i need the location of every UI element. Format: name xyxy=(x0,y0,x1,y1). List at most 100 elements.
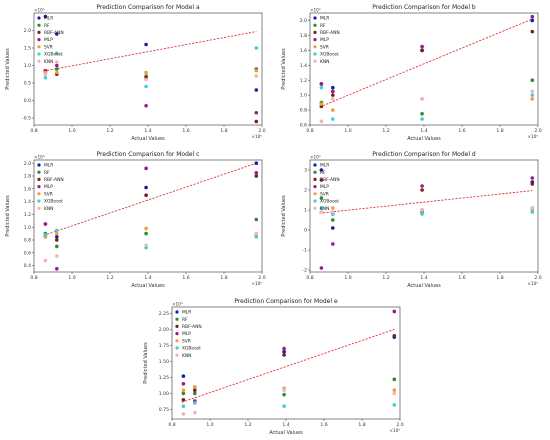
legend-marker xyxy=(37,177,41,181)
x-tick-label: 1.6 xyxy=(458,128,465,134)
point-rbf-ann xyxy=(392,334,397,338)
point-mlp xyxy=(181,382,186,386)
y-tick-label: 0.8 xyxy=(24,238,31,244)
point-svr xyxy=(331,108,335,112)
point-svr xyxy=(319,102,324,106)
legend-label: MLR xyxy=(44,16,53,22)
x-tick-label: 1.0 xyxy=(68,275,75,281)
legend-label: RBF-ANN xyxy=(320,30,340,36)
x-tick-label: 1.2 xyxy=(382,275,389,281)
point-mlp xyxy=(420,44,424,49)
y-tick-label: 1.0 xyxy=(300,93,307,99)
y-tick-label: 1.6 xyxy=(24,186,31,192)
y-tick-label: 2 xyxy=(304,188,307,194)
y-tick-label: 1.50 xyxy=(159,359,169,365)
legend-label: SVR xyxy=(320,44,329,50)
legend-marker xyxy=(313,170,317,174)
point-knn xyxy=(282,388,286,392)
reference-line xyxy=(181,329,395,403)
x-tick-label: 1.8 xyxy=(358,422,365,428)
point-mlp xyxy=(55,63,59,68)
legend-label: MLR xyxy=(182,310,191,316)
x-tick-label: 1.4 xyxy=(420,128,427,134)
point-xgboost xyxy=(254,46,259,50)
legend-marker xyxy=(175,324,179,328)
x-tick-label: 1.0 xyxy=(344,275,351,281)
point-svr xyxy=(392,388,397,392)
point-mlr xyxy=(319,168,324,172)
point-mlr xyxy=(144,185,148,190)
legend-marker xyxy=(313,59,317,63)
x-axis-label: Actual Values xyxy=(131,283,165,289)
legend-marker xyxy=(313,199,317,203)
chart-panel-e: Prediction Comparison for Model e 0.8 1.0 1… xyxy=(143,298,404,436)
point-mlp xyxy=(144,166,148,171)
x-tick-label: 2.0 xyxy=(396,422,403,428)
legend-label: RF xyxy=(44,170,50,176)
plot-area xyxy=(309,12,539,126)
x-tick-label: 2.0 xyxy=(258,275,265,281)
x-tick-label: 1.0 xyxy=(344,128,351,134)
legend-marker xyxy=(37,45,41,49)
legend-marker xyxy=(313,52,317,56)
legend-label: SVR xyxy=(320,191,329,197)
y-tick-label: 0.0 xyxy=(24,98,31,104)
chart-panel-a: Prediction Comparison for Model a 0.8 1.0 1… xyxy=(5,4,266,142)
point-mlp xyxy=(43,222,48,226)
x-tick-label: 0.8 xyxy=(306,275,313,281)
y-axis-label: Predicted Values xyxy=(143,342,149,384)
point-mlp xyxy=(254,171,259,175)
point-rbf-ann xyxy=(55,238,59,242)
y-tick-label: 1.2 xyxy=(24,212,31,218)
y-tick-label: 0.8 xyxy=(300,108,307,114)
legend-marker xyxy=(313,177,317,181)
point-xgboost xyxy=(319,206,324,210)
legend-label: RBF-ANN xyxy=(182,324,202,330)
legend-label: KNN xyxy=(320,59,329,65)
point-mlr xyxy=(144,42,148,47)
point-knn xyxy=(193,410,197,415)
point-knn xyxy=(55,60,59,64)
legend-marker xyxy=(313,163,317,167)
point-xgboost xyxy=(530,93,535,97)
y-tick-label: 1.00 xyxy=(159,391,169,397)
x-axis-label: Actual Values xyxy=(131,136,165,142)
legend-marker xyxy=(175,310,179,314)
x-tick-label: 0.8 xyxy=(30,128,37,134)
y-tick-label: 2.25 xyxy=(159,311,169,317)
x-exponent-label: ×10⁶ xyxy=(527,281,538,286)
y-tick-label: 2.00 xyxy=(159,327,169,333)
point-xgboost xyxy=(144,245,148,250)
point-svr xyxy=(144,226,148,231)
point-mlp xyxy=(530,176,535,180)
y-tick-label: 1.0 xyxy=(24,225,31,231)
point-rbf-ann xyxy=(193,388,197,392)
y-axis-label: Predicted Values xyxy=(5,48,11,90)
point-rf xyxy=(282,392,286,397)
point-mlr xyxy=(55,32,59,36)
legend-label: RBF-ANN xyxy=(44,177,64,183)
point-rf xyxy=(254,217,259,222)
point-rbf-ann xyxy=(254,174,259,178)
point-xgboost xyxy=(254,235,259,239)
x-tick-label: 1.8 xyxy=(496,128,503,134)
x-tick-label: 1.6 xyxy=(182,128,189,134)
point-mlr xyxy=(254,88,259,92)
point-rbf-ann xyxy=(530,182,535,186)
x-tick-label: 0.8 xyxy=(306,128,313,134)
x-tick-label: 1.6 xyxy=(320,422,327,428)
legend-label: MLP xyxy=(320,37,329,43)
y-tick-label: 1.8 xyxy=(300,33,307,39)
y-tick-label: -2 xyxy=(302,268,307,274)
point-knn xyxy=(144,77,148,82)
point-mlr xyxy=(55,235,59,239)
legend-marker xyxy=(37,163,41,167)
x-exponent-label: ×10⁶ xyxy=(389,428,400,433)
y-tick-label: 1 xyxy=(304,208,307,214)
point-mlp xyxy=(420,184,424,188)
legend-label: RF xyxy=(320,23,326,29)
x-tick-label: 1.6 xyxy=(182,275,189,281)
legend-label: RF xyxy=(320,170,326,176)
legend-marker xyxy=(313,16,317,20)
y-axis-label: Predicted Values xyxy=(281,195,287,237)
